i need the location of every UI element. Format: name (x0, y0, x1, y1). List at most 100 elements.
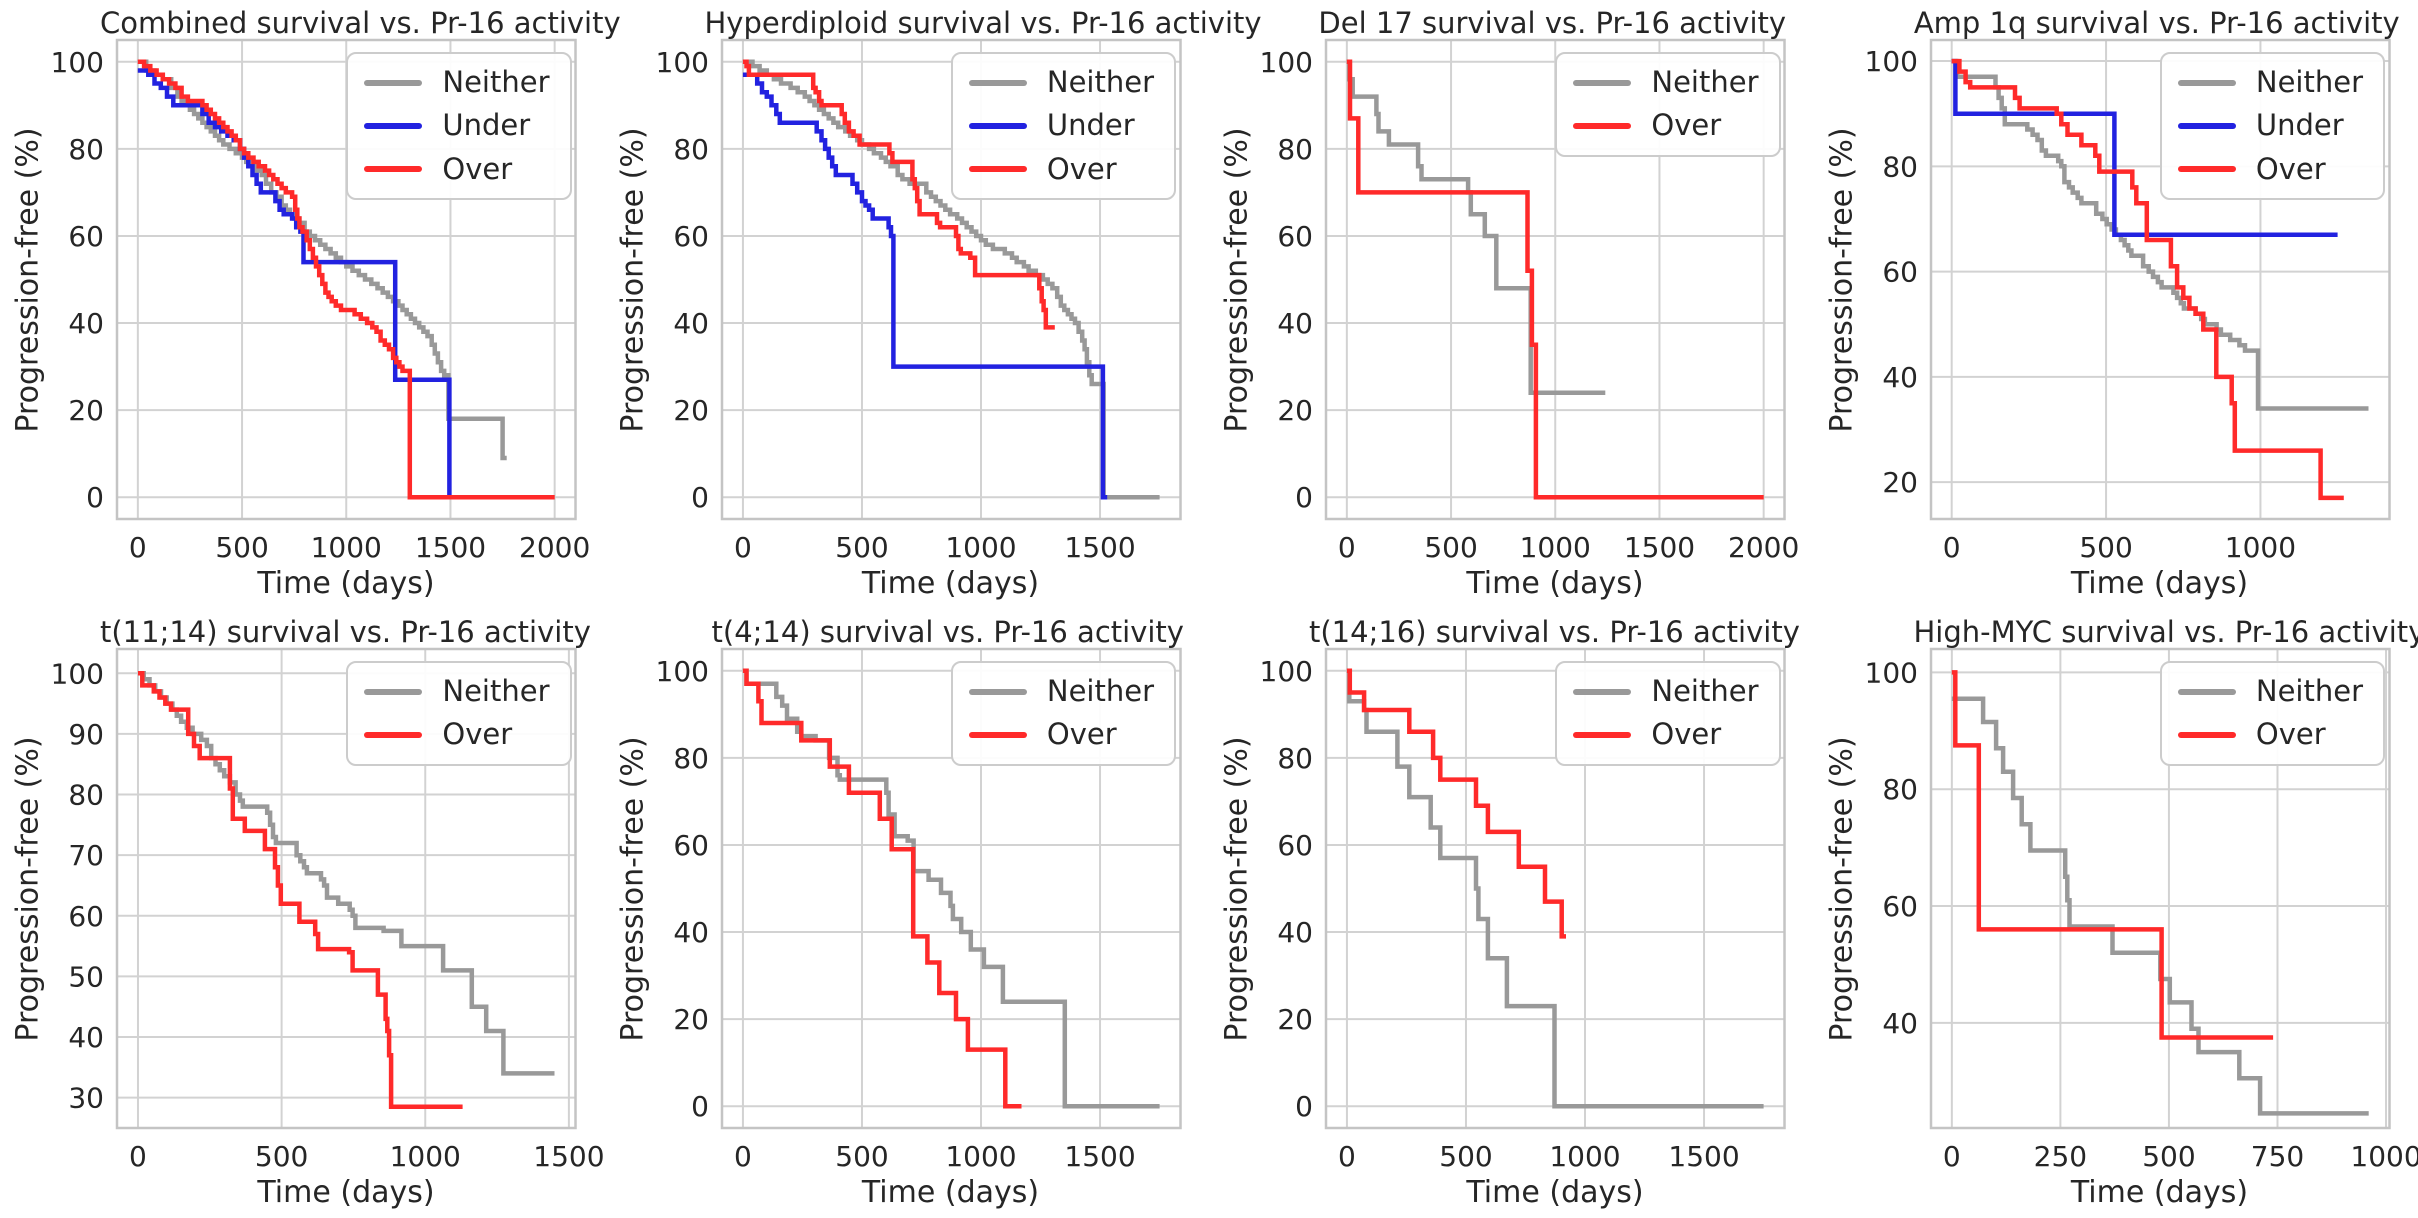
y-tick-label: 20 (1277, 1003, 1313, 1036)
legend-item-over: Over (968, 151, 1154, 186)
y-tick-label: 60 (1882, 890, 1918, 923)
y-tick-label: 20 (1882, 466, 1918, 499)
x-tick-label: 500 (835, 531, 888, 564)
chart-title: High-MYC survival vs. Pr-16 activity (1913, 615, 2418, 649)
legend-item-neither: Neither (968, 674, 1154, 708)
y-axis-label: Progression-free (%) (10, 736, 46, 1042)
y-tick-label: 100 (1260, 655, 1313, 688)
x-tick-label: 0 (734, 1140, 752, 1173)
x-tick-label: 0 (1942, 1140, 1960, 1173)
legend-label: Over (1046, 151, 1117, 186)
y-tick-label: 100 (1864, 656, 1917, 689)
chart-title: t(4;14) survival vs. Pr-16 activity (711, 615, 1184, 649)
y-tick-label: 80 (673, 742, 709, 775)
series-line-over (1346, 668, 1566, 939)
legend-item-under: Under (2177, 108, 2363, 142)
legend-line-swatch (1573, 79, 1632, 86)
chart-title: Amp 1q survival vs. Pr-16 activity (1913, 6, 2400, 40)
plot-canvas-hyperdiploid: 0 500 1000 1500 0 20 40 60 80 100 (655, 38, 1182, 564)
legend-label: Over (442, 717, 513, 752)
series-line-over (138, 671, 463, 1110)
x-tick-label: 1000 (945, 531, 1016, 564)
legend-item-over: Over (2177, 152, 2363, 186)
y-tick-label: 80 (1277, 133, 1313, 166)
axes-frame (115, 38, 577, 521)
legend-label: Over (1046, 717, 1117, 752)
series-line-neither (742, 668, 1160, 1109)
y-tick-label: 100 (51, 657, 104, 690)
plot-canvas-high-myc: 0 250 500 750 1000 40 60 80 100 (1864, 647, 2418, 1173)
legend: Neither Over (2159, 661, 2385, 766)
legend: Neither Over (1555, 52, 1781, 157)
x-axis-label: Time (days) (861, 1175, 1040, 1210)
y-tick-label: 80 (673, 133, 709, 166)
legend-item-neither: Neither (1573, 674, 1759, 708)
chart-title: Combined survival vs. Pr-16 activity (100, 6, 621, 40)
y-tick-label: 100 (1260, 46, 1313, 79)
y-tick-label: 90 (68, 718, 104, 751)
legend-line-swatch (364, 688, 423, 695)
x-tick-label: 0 (1942, 531, 1960, 564)
legend-line-swatch (2177, 688, 2236, 695)
y-tick-label: 40 (1882, 1007, 1918, 1040)
series-line-neither (1951, 58, 2368, 411)
legend-line-swatch (2177, 166, 2236, 173)
series-line-neither (1346, 59, 1606, 395)
x-tick-label: 0 (129, 1140, 147, 1173)
legend: Neither Over (346, 661, 572, 766)
x-axis-label: Time (days) (1466, 1175, 1644, 1210)
x-axis-label: Time (days) (257, 566, 435, 601)
legend-label: Neither (1651, 65, 1759, 99)
x-tick-label: 0 (734, 531, 752, 564)
series-line-over (1951, 58, 2344, 501)
series-line-over (742, 59, 1055, 330)
y-tick-label: 40 (1277, 916, 1313, 949)
y-tick-label: 20 (1277, 394, 1313, 427)
x-tick-label: 1500 (1064, 1140, 1135, 1173)
axes-frame (1324, 647, 1786, 1130)
legend-line-swatch (364, 732, 423, 739)
series-line-under (742, 72, 1107, 500)
legend-line-swatch (1573, 123, 1632, 130)
legend-item-neither: Neither (364, 65, 550, 99)
x-tick-label: 0 (1338, 531, 1356, 564)
x-tick-label: 2000 (519, 531, 590, 564)
x-tick-label: 2000 (1728, 531, 1799, 564)
chart-title: Del 17 survival vs. Pr-16 activity (1318, 6, 1787, 40)
legend-item-over: Over (1573, 108, 1758, 142)
y-tick-label: 60 (68, 220, 104, 253)
subplot-combined: 0 500 1000 1500 2000 0 20 40 60 80 100 Combined su… (0, 0, 621, 609)
y-axis-label: Progression-free (%) (1824, 736, 1859, 1042)
subplot-high-myc: 0 250 500 750 1000 40 60 80 100 High-MYC surviva… (1814, 609, 2418, 1218)
legend: Neither Under Over (950, 52, 1176, 201)
y-tick-label: 0 (1295, 1090, 1313, 1123)
subplot-del17: 0 500 1000 1500 2000 0 20 40 60 80 100 Del 17 surv… (1209, 0, 1814, 609)
chart-title: t(11;14) survival vs. Pr-16 activity (100, 615, 591, 649)
legend-label: Neither (1651, 674, 1759, 708)
x-tick-label: 1000 (1549, 1140, 1620, 1173)
x-tick-label: 500 (2142, 1140, 2195, 1173)
subplot-t11-14: 0 500 1000 1500 30 40 50 60 70 80 90 100 t(11;14) s… (0, 609, 605, 1218)
y-tick-label: 70 (68, 839, 104, 872)
axes-frame (720, 647, 1182, 1130)
plot-canvas-combined: 0 500 1000 1500 2000 0 20 40 60 80 100 (51, 38, 590, 564)
x-axis-label: Time (days) (2070, 566, 2249, 601)
legend-item-under: Under (968, 108, 1154, 142)
y-tick-label: 60 (1277, 220, 1313, 253)
legend-label: Over (1651, 717, 1722, 752)
x-tick-label: 1500 (1668, 1140, 1739, 1173)
y-tick-label: 0 (691, 1090, 709, 1123)
axes-frame (720, 38, 1182, 521)
legend-line-swatch (1573, 688, 1632, 695)
legend-line-swatch (364, 166, 423, 173)
y-tick-label: 30 (68, 1082, 104, 1115)
axes-frame (1324, 38, 1786, 521)
y-axis-label: Progression-free (%) (615, 736, 650, 1042)
series-line-over (742, 668, 1021, 1109)
y-tick-label: 80 (68, 779, 104, 812)
legend-label: Under (442, 108, 531, 143)
y-tick-label: 60 (673, 220, 709, 253)
x-tick-label: 250 (2033, 1140, 2086, 1173)
y-tick-label: 80 (1277, 742, 1313, 775)
y-tick-label: 100 (655, 46, 708, 79)
